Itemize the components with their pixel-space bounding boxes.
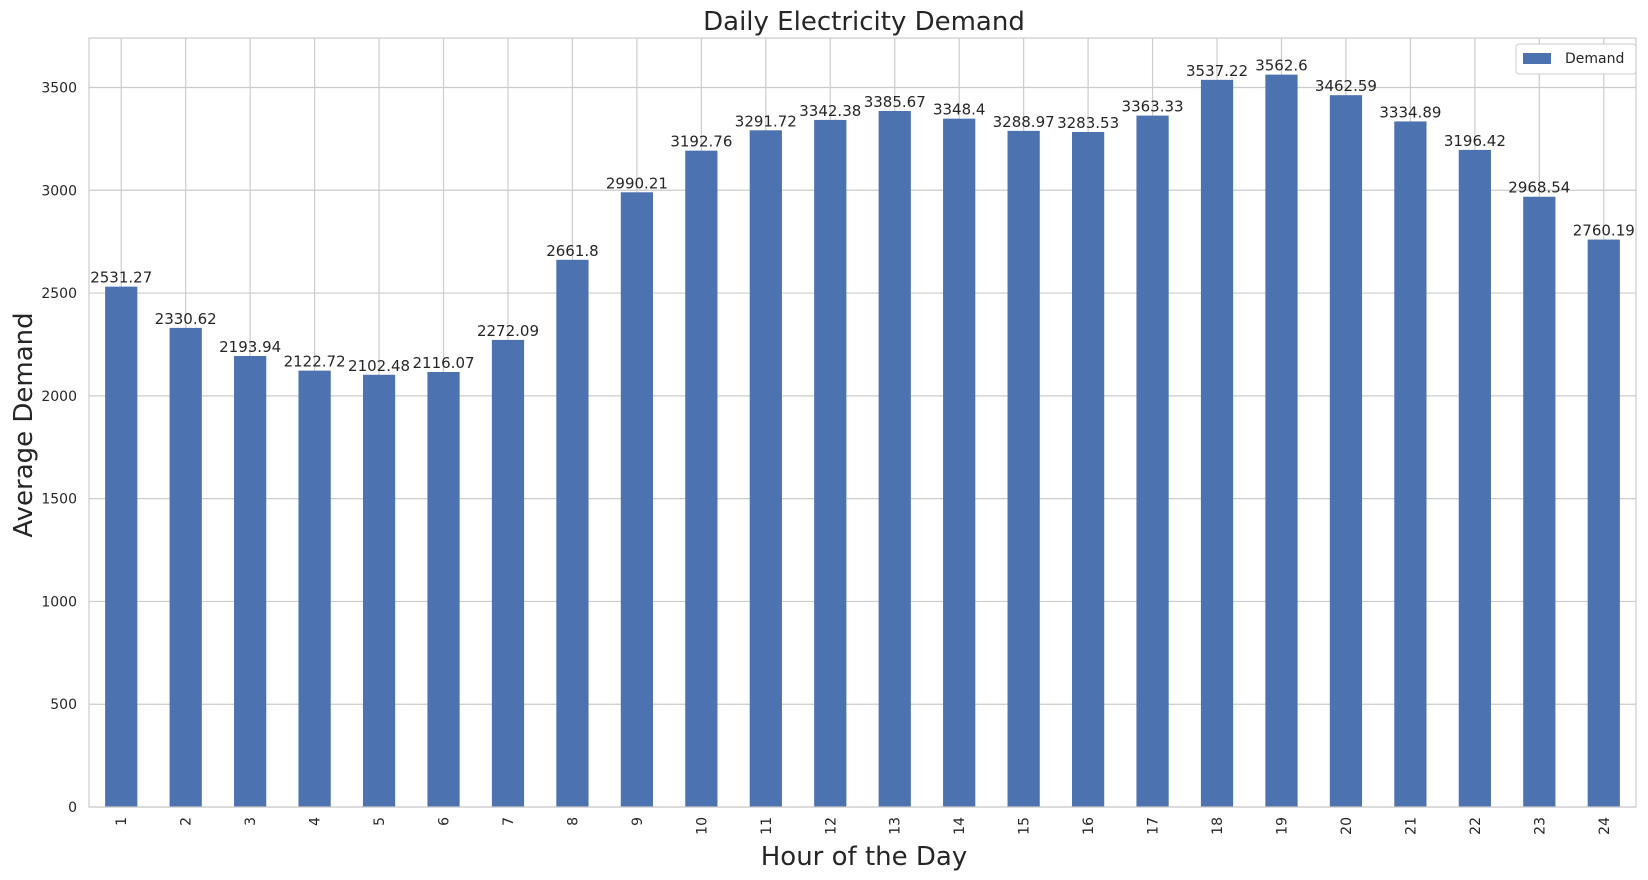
data-label: 2968.54	[1508, 179, 1570, 197]
x-tick-label: 24	[1597, 817, 1613, 835]
y-tick-label: 0	[68, 800, 77, 816]
bar	[1329, 95, 1363, 807]
bar	[749, 130, 782, 807]
x-tick-label: 5	[372, 817, 388, 826]
x-tick-label: 7	[501, 817, 517, 826]
data-label: 2661.8	[546, 242, 599, 260]
x-tick-label: 1	[114, 817, 130, 826]
x-tick-label: 8	[565, 817, 581, 826]
x-tick-label: 18	[1210, 817, 1226, 835]
legend-box	[1515, 43, 1637, 75]
y-tick-label: 1500	[41, 492, 77, 508]
x-tick-labels: 1 2 3 4 5 6 7 8 9 10 11 12 13 14 15 16 17 18 19 20 21 22 23 24	[114, 817, 1613, 835]
legend-swatch	[1523, 53, 1551, 64]
bar	[1007, 130, 1040, 808]
bar	[1071, 131, 1105, 807]
y-tick-label: 3500	[41, 80, 77, 96]
data-label: 2193.94	[219, 338, 281, 356]
x-tick-label: 6	[437, 817, 453, 826]
x-tick-label: 4	[308, 817, 324, 826]
bar	[491, 339, 525, 807]
data-label: 3537.22	[1186, 62, 1248, 80]
x-tick-label: 3	[243, 817, 259, 826]
x-tick-label: 10	[694, 817, 710, 835]
data-label: 3562.6	[1255, 57, 1308, 75]
chart-title: Daily Electricity Demand	[703, 7, 1025, 37]
data-label: 3385.67	[864, 93, 926, 111]
data-label: 3342.38	[799, 102, 861, 120]
bar	[878, 110, 911, 808]
bar	[943, 118, 976, 807]
data-label: 2116.07	[413, 354, 475, 372]
y-tick-label: 2500	[41, 286, 77, 302]
bar	[105, 286, 138, 808]
bar	[234, 355, 267, 807]
data-label: 2122.72	[284, 353, 346, 371]
bar	[1265, 74, 1298, 808]
data-label: 3196.42	[1444, 132, 1506, 150]
x-tick-label: 15	[1017, 817, 1033, 835]
x-tick-label: 23	[1532, 817, 1548, 835]
bar	[1136, 115, 1169, 808]
bar	[814, 119, 847, 807]
x-axis-label: Hour of the Day	[761, 842, 968, 872]
x-tick-label: 14	[952, 817, 968, 835]
bar	[556, 259, 589, 807]
data-label: 3291.72	[735, 112, 797, 130]
bar	[362, 374, 396, 807]
bar	[685, 150, 718, 807]
data-label: 3348.4	[933, 101, 986, 119]
bar	[427, 371, 460, 807]
data-label: 3363.33	[1122, 98, 1184, 116]
data-label: 2990.21	[606, 174, 668, 192]
data-label: 2272.09	[477, 322, 539, 340]
y-tick-label: 2000	[41, 389, 77, 405]
legend-label: Demand	[1565, 51, 1624, 67]
data-label: 2760.19	[1573, 222, 1635, 240]
x-tick-label: 20	[1339, 817, 1355, 835]
x-tick-label: 22	[1468, 817, 1484, 835]
legend: Demand	[1515, 43, 1637, 75]
bar	[1394, 121, 1427, 808]
y-tick-label: 3000	[41, 183, 77, 199]
data-label: 2102.48	[348, 357, 410, 375]
bar	[169, 327, 202, 807]
bar	[298, 370, 331, 807]
x-tick-label: 19	[1274, 817, 1290, 835]
data-label: 3288.97	[993, 113, 1055, 131]
data-label: 2531.27	[90, 269, 152, 287]
bar	[1587, 239, 1620, 808]
x-tick-label: 17	[1146, 817, 1162, 835]
bar	[1458, 149, 1491, 808]
data-label: 3192.76	[670, 133, 732, 151]
x-tick-label: 21	[1403, 817, 1419, 835]
bars	[105, 74, 1620, 808]
bar	[1523, 196, 1556, 807]
x-tick-label: 13	[888, 817, 904, 835]
x-tick-label: 11	[759, 817, 775, 835]
bar	[620, 192, 654, 808]
y-tick-labels: 0 500 1000 1500 2000 2500 3000 3500	[41, 80, 77, 816]
data-label: 2330.62	[155, 310, 217, 328]
data-label: 3334.89	[1379, 103, 1441, 121]
x-tick-label: 2	[179, 817, 195, 826]
bar	[1200, 79, 1234, 807]
data-label: 3283.53	[1057, 114, 1119, 132]
plot-frame	[88, 37, 1637, 808]
x-tick-label: 16	[1081, 817, 1097, 835]
x-tick-label: 9	[630, 817, 646, 826]
y-tick-label: 500	[50, 697, 77, 713]
x-tick-label: 12	[823, 817, 839, 835]
data-label: 3462.59	[1315, 77, 1377, 95]
y-axis-label: Average Demand	[9, 312, 39, 537]
y-tick-label: 1000	[41, 594, 77, 610]
